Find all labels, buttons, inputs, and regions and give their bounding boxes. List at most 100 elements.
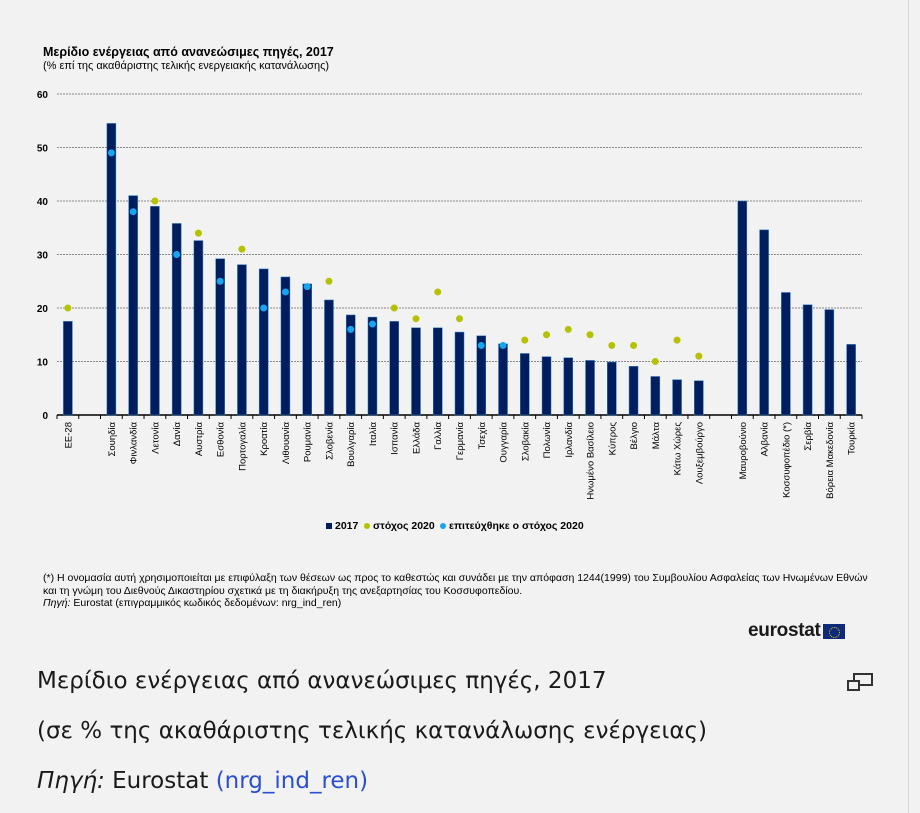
x-category-label: Κροατία xyxy=(259,421,270,455)
target-2020-dot xyxy=(673,336,681,344)
target-2020-dot xyxy=(456,315,463,323)
x-category-label: Μάλτα xyxy=(651,422,662,450)
achieved-target-dot xyxy=(281,288,289,296)
bar xyxy=(345,314,356,416)
x-category-label: Πορτογαλία xyxy=(237,422,248,471)
caption-source-name: Eurostat xyxy=(112,768,209,794)
target-2020-dot xyxy=(543,331,551,339)
x-category-label: Αλβανία xyxy=(760,422,771,457)
x-category-label: Φινλανδία xyxy=(129,422,140,465)
x-category-label: Σλοβενία xyxy=(324,422,335,460)
target-2020-dot xyxy=(695,352,703,360)
y-tick-label: 50 xyxy=(37,144,49,155)
bar xyxy=(694,380,704,416)
x-category-label: Βουλγαρία xyxy=(346,422,357,467)
chart-subtitle: (% επί της ακαθάριστης τελικής ενεργειακ… xyxy=(43,60,330,72)
bar xyxy=(302,283,312,416)
bar xyxy=(541,356,552,416)
x-category-label: Μαυροβούνιο xyxy=(738,422,749,479)
bar xyxy=(280,276,291,416)
bar xyxy=(215,258,225,416)
x-category-label: Τσεχία xyxy=(477,421,488,449)
target-2020-dot xyxy=(434,288,442,296)
target-2020-dot xyxy=(651,358,659,365)
x-category-label: Βέλγιο xyxy=(629,422,640,449)
x-category-label: Δανία xyxy=(172,422,183,447)
bar xyxy=(454,331,465,416)
bar xyxy=(476,335,487,416)
bar xyxy=(737,200,748,416)
source-link[interactable]: (nrg_ind_ren) xyxy=(215,768,369,794)
source-text: Eurostat (επιγραμμικός κωδικός δεδομένων… xyxy=(73,597,342,609)
expand-icon[interactable] xyxy=(846,672,874,692)
target-2020-dot xyxy=(521,336,529,344)
bar xyxy=(607,361,617,416)
x-category-label: Βόρεια Μακεδονία xyxy=(825,422,836,499)
x-category-label: Λετονία xyxy=(150,422,161,454)
legend-label: 2017 xyxy=(335,520,359,532)
eu-flag-icon xyxy=(822,623,845,639)
caption-source-label: Πηγή: xyxy=(37,768,105,794)
bar xyxy=(585,360,595,416)
x-category-label: Ηνωμένο Βασίλειο xyxy=(586,422,597,500)
footnote: (*) Η ονομασία αυτή χρησιμοποιείται με ε… xyxy=(43,572,868,610)
achieved-target-dot xyxy=(499,341,507,349)
x-category-label: Λιθουανία xyxy=(281,422,292,465)
bar xyxy=(802,304,813,416)
achieved-target-dot xyxy=(107,149,115,157)
x-category-label: Κοσσυφοπέδιο (*) xyxy=(781,422,792,498)
bar xyxy=(563,357,574,416)
legend-marker xyxy=(364,523,370,529)
x-category-label: Εσθονία xyxy=(216,421,227,457)
x-category-label: Λουξεμβούργο xyxy=(694,422,705,484)
bar xyxy=(324,299,334,416)
x-category-label: Ισπανία xyxy=(390,422,401,455)
bar xyxy=(128,195,138,416)
bar xyxy=(389,321,399,416)
achieved-target-dot xyxy=(303,283,311,291)
bar xyxy=(193,240,204,416)
bar xyxy=(781,292,791,416)
x-category-label: Σουηδία xyxy=(107,421,118,456)
target-2020-dot xyxy=(390,304,398,312)
achieved-target-dot xyxy=(368,320,376,328)
target-2020-dot xyxy=(238,245,246,253)
target-2020-dot xyxy=(64,304,72,312)
legend-label: επιτεύχθηκε ο στόχος 2020 xyxy=(449,520,584,532)
footnote-line-2: και τη γνώμη του Διεθνούς Δικαστηρίου σχ… xyxy=(43,584,523,597)
x-category-label: Πολωνία xyxy=(542,421,553,458)
x-category-label: Κύπρος xyxy=(607,422,618,456)
bar xyxy=(628,366,639,416)
target-2020-dot xyxy=(194,229,202,237)
x-category-label: Ουγγαρία xyxy=(499,422,510,463)
y-tick-label: 10 xyxy=(37,358,49,369)
bar xyxy=(367,316,378,416)
caption-subtitle: (σε % της ακαθάριστης τελικής κατανάλωση… xyxy=(37,718,707,744)
bar xyxy=(63,321,73,416)
bar xyxy=(824,309,835,416)
target-2020-dot xyxy=(412,315,420,323)
x-category-label: Κάτω Χώρες xyxy=(673,422,684,476)
target-2020-dot xyxy=(325,277,333,285)
y-tick-label: 0 xyxy=(42,411,48,422)
bar xyxy=(258,268,269,416)
source-label: Πηγή: xyxy=(43,597,71,609)
bar xyxy=(498,343,508,416)
x-category-label: Σερβία xyxy=(803,422,814,451)
x-category-label: Αυστρία xyxy=(194,421,205,456)
logo-text: eurostat xyxy=(748,620,821,641)
bar-chart: 0 10 20 30 40 50 60 ΕΕ-28 Σουηδία Φινλανδία Λετονί… xyxy=(37,90,863,532)
target-2020-dot xyxy=(564,325,572,333)
achieved-target-dot xyxy=(129,208,137,216)
bar xyxy=(759,229,769,416)
achieved-target-dot xyxy=(347,325,355,333)
footnote-line-1: (*) Η ονομασία αυτή χρησιμοποιείται με ε… xyxy=(43,572,868,584)
achieved-target-dot xyxy=(477,341,485,349)
target-2020-dot xyxy=(151,197,159,205)
x-category-label: Τουρκία xyxy=(847,421,858,455)
y-tick-label: 30 xyxy=(37,251,49,262)
bar xyxy=(520,353,530,416)
eurostat-logo: eurostat xyxy=(748,620,845,642)
legend-marker xyxy=(326,523,332,529)
